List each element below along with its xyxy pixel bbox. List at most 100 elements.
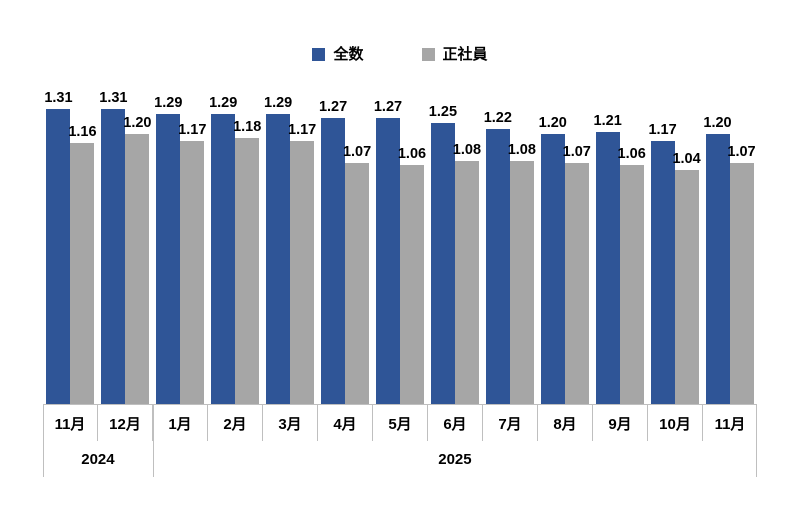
bar-regular — [125, 134, 150, 404]
bar-group-6月: 1.25 1.08 — [427, 0, 482, 404]
bar-col-all: 1.25 — [429, 104, 457, 404]
bar-regular — [454, 161, 479, 404]
bar-regular — [180, 141, 205, 404]
bar-group-12月: 1.31 1.20 — [98, 0, 153, 404]
bar-col-all: 1.22 — [484, 110, 512, 404]
bar-group-3月: 1.29 1.17 — [263, 0, 318, 404]
legend-item-all: 全数 — [312, 46, 364, 63]
bar-all — [540, 134, 565, 404]
bar-regular — [509, 161, 534, 404]
bar-all — [375, 118, 400, 404]
bar-col-all: 1.27 — [319, 99, 347, 404]
bar-regular — [674, 170, 699, 404]
bar-col-regular: 1.17 — [178, 122, 206, 404]
value-label: 1.29 — [209, 94, 238, 111]
bar-all — [46, 109, 71, 404]
bar-col-regular: 1.07 — [343, 144, 371, 404]
legend: 全数 正社員 — [0, 47, 800, 62]
x-tick-label: 11月 — [43, 405, 98, 441]
bar-col-all: 1.27 — [374, 99, 402, 404]
bar-col-regular: 1.18 — [233, 119, 261, 404]
bar-group-4月: 1.27 1.07 — [318, 0, 373, 404]
bar-all — [595, 132, 620, 404]
year-label-2025: 2025 — [438, 450, 472, 468]
value-label: 1.17 — [178, 121, 207, 138]
value-label: 1.07 — [342, 143, 372, 160]
x-tick-label: 1月 — [153, 405, 208, 441]
axis-divider-line — [153, 405, 154, 477]
value-label: 1.21 — [593, 112, 622, 129]
bar-col-all: 1.31 — [99, 90, 127, 404]
bar-group-10月: 1.17 1.04 — [647, 0, 702, 404]
bar-regular — [70, 143, 95, 404]
bar-all — [211, 114, 236, 404]
value-label: 1.06 — [617, 145, 646, 162]
bar-regular — [564, 163, 589, 404]
value-label: 1.07 — [727, 143, 756, 160]
bar-all — [485, 129, 510, 404]
x-tick-label: 3月 — [263, 405, 318, 441]
bar-col-regular: 1.17 — [288, 122, 316, 404]
bar-col-all: 1.31 — [44, 90, 73, 404]
x-tick-label: 5月 — [373, 405, 428, 441]
value-label: 1.06 — [397, 145, 427, 162]
value-label: 1.16 — [68, 123, 97, 140]
value-label: 1.17 — [648, 121, 677, 138]
bar-col-all: 1.29 — [264, 95, 292, 404]
x-tick-label: 7月 — [483, 405, 538, 441]
bar-col-regular: 1.08 — [508, 142, 536, 404]
bar-col-regular: 1.07 — [563, 144, 591, 404]
value-label: 1.04 — [672, 150, 701, 167]
value-label: 1.27 — [373, 98, 403, 115]
x-axis-year-row: 2024 2025 — [43, 441, 757, 477]
value-label: 1.20 — [123, 114, 152, 131]
bar-all — [156, 114, 181, 404]
value-label: 1.27 — [318, 98, 348, 115]
bar-regular — [729, 163, 754, 404]
bar-regular — [619, 165, 644, 404]
value-label: 1.07 — [562, 143, 591, 160]
bar-regular — [235, 138, 260, 404]
bar-col-all: 1.29 — [154, 95, 182, 404]
x-tick-label: 12月 — [98, 405, 153, 441]
bar-group-5月: 1.27 1.06 — [373, 0, 428, 404]
bar-all — [101, 109, 126, 404]
axis-divider-line — [756, 405, 757, 477]
bar-all — [705, 134, 730, 404]
bar-all — [650, 141, 675, 404]
x-axis-month-row: 11月 12月 1月 2月 3月 4月 5月 6月 7月 8月 9月 10月 11月 — [43, 405, 757, 441]
value-label: 1.08 — [507, 141, 536, 158]
value-label: 1.31 — [99, 89, 128, 106]
bar-col-all: 1.20 — [703, 115, 732, 404]
bar-all — [266, 114, 291, 404]
bar-group-8月: 1.20 1.07 — [537, 0, 592, 404]
year-label-2024: 2024 — [81, 450, 115, 468]
x-tick-label: 11月 — [714, 415, 746, 433]
bar-col-regular: 1.20 — [123, 115, 151, 404]
bar-all — [321, 118, 346, 404]
bar-col-regular: 1.16 — [68, 124, 97, 404]
value-label: 1.18 — [233, 118, 262, 135]
x-tick-label: 9月 — [593, 405, 648, 441]
legend-swatch-all-icon — [312, 48, 326, 61]
bar-group-9月: 1.21 1.06 — [592, 0, 647, 404]
legend-swatch-regular-icon — [421, 48, 435, 61]
bar-col-all: 1.29 — [209, 95, 237, 404]
bar-col-all: 1.20 — [539, 115, 567, 404]
value-label: 1.29 — [264, 94, 293, 111]
value-label: 1.20 — [703, 114, 732, 131]
bar-all — [430, 123, 455, 404]
legend-label-all: 全数 — [333, 46, 364, 63]
x-tick-label: 2月 — [208, 405, 263, 441]
bar-regular — [290, 141, 315, 404]
bar-col-all: 1.21 — [594, 113, 622, 404]
value-label: 1.25 — [428, 103, 458, 120]
x-tick-label: 10月 — [648, 405, 703, 441]
value-label: 1.17 — [288, 121, 317, 138]
bar-regular — [399, 165, 424, 404]
axis-divider-line — [43, 405, 44, 477]
bar-col-all: 1.17 — [648, 122, 677, 404]
legend-label-regular: 正社員 — [442, 46, 488, 63]
bar-col-regular: 1.06 — [618, 146, 646, 404]
